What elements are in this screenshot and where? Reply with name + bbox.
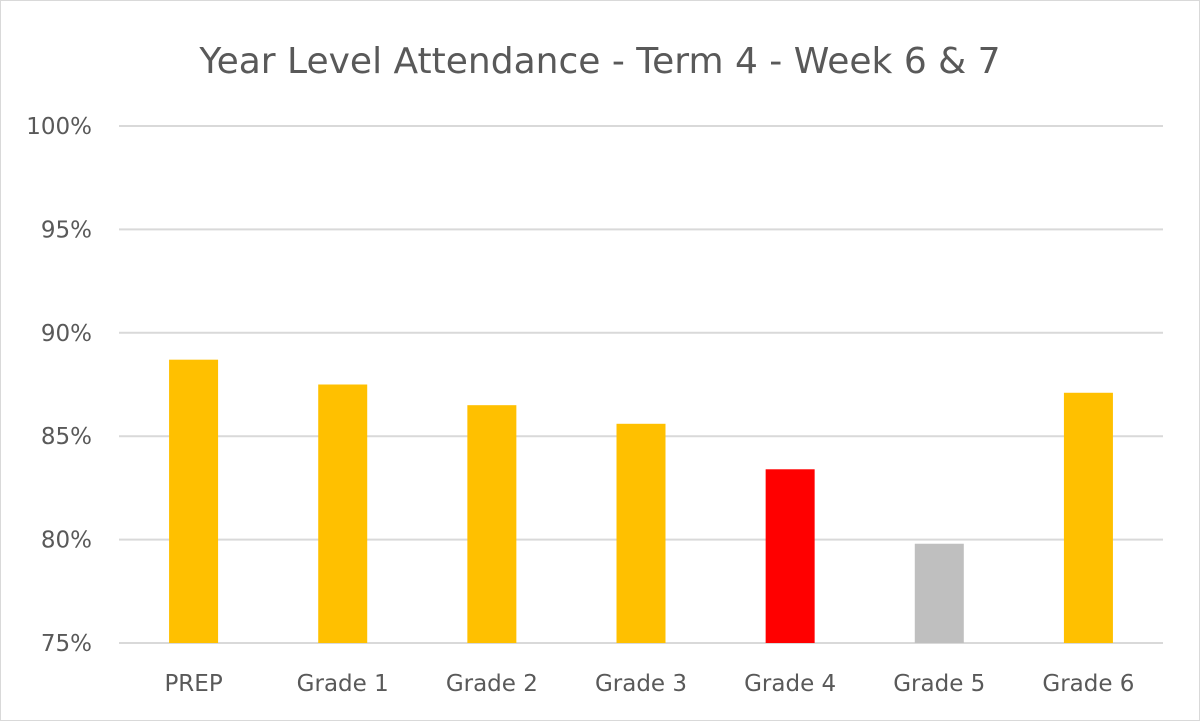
y-tick-label: 85% bbox=[41, 424, 92, 450]
x-tick-label: Grade 3 bbox=[595, 671, 687, 697]
x-tick-label: Grade 6 bbox=[1042, 671, 1134, 697]
x-axis-tick-labels: PREP Grade 1 Grade 2 Grade 3 Grade 4 Grade 5 G… bbox=[164, 671, 1134, 697]
y-tick-label: 75% bbox=[41, 631, 92, 657]
bar-grade-3 bbox=[616, 423, 666, 643]
x-tick-label: Grade 5 bbox=[893, 671, 985, 697]
x-tick-label: Grade 4 bbox=[744, 671, 836, 697]
y-axis-tick-labels: 75% 80% 85% 90% 95% 100% bbox=[26, 114, 92, 657]
bar-grade-2 bbox=[467, 405, 517, 643]
x-tick-label: Grade 2 bbox=[446, 671, 538, 697]
chart-title: Year Level Attendance - Term 4 - Week 6 … bbox=[198, 41, 1000, 82]
x-tick-label: PREP bbox=[164, 671, 222, 697]
y-tick-label: 100% bbox=[26, 114, 92, 140]
bar-grade-1 bbox=[318, 384, 368, 643]
y-tick-label: 95% bbox=[41, 217, 92, 243]
bar-grade-5 bbox=[914, 543, 964, 643]
x-tick-label: Grade 1 bbox=[297, 671, 389, 697]
bar-grade-4 bbox=[765, 469, 815, 643]
bar-grade-6 bbox=[1063, 392, 1113, 643]
bar-prep bbox=[169, 359, 219, 643]
y-tick-label: 80% bbox=[41, 528, 92, 554]
y-tick-label: 90% bbox=[41, 321, 92, 347]
bars bbox=[169, 359, 1113, 643]
